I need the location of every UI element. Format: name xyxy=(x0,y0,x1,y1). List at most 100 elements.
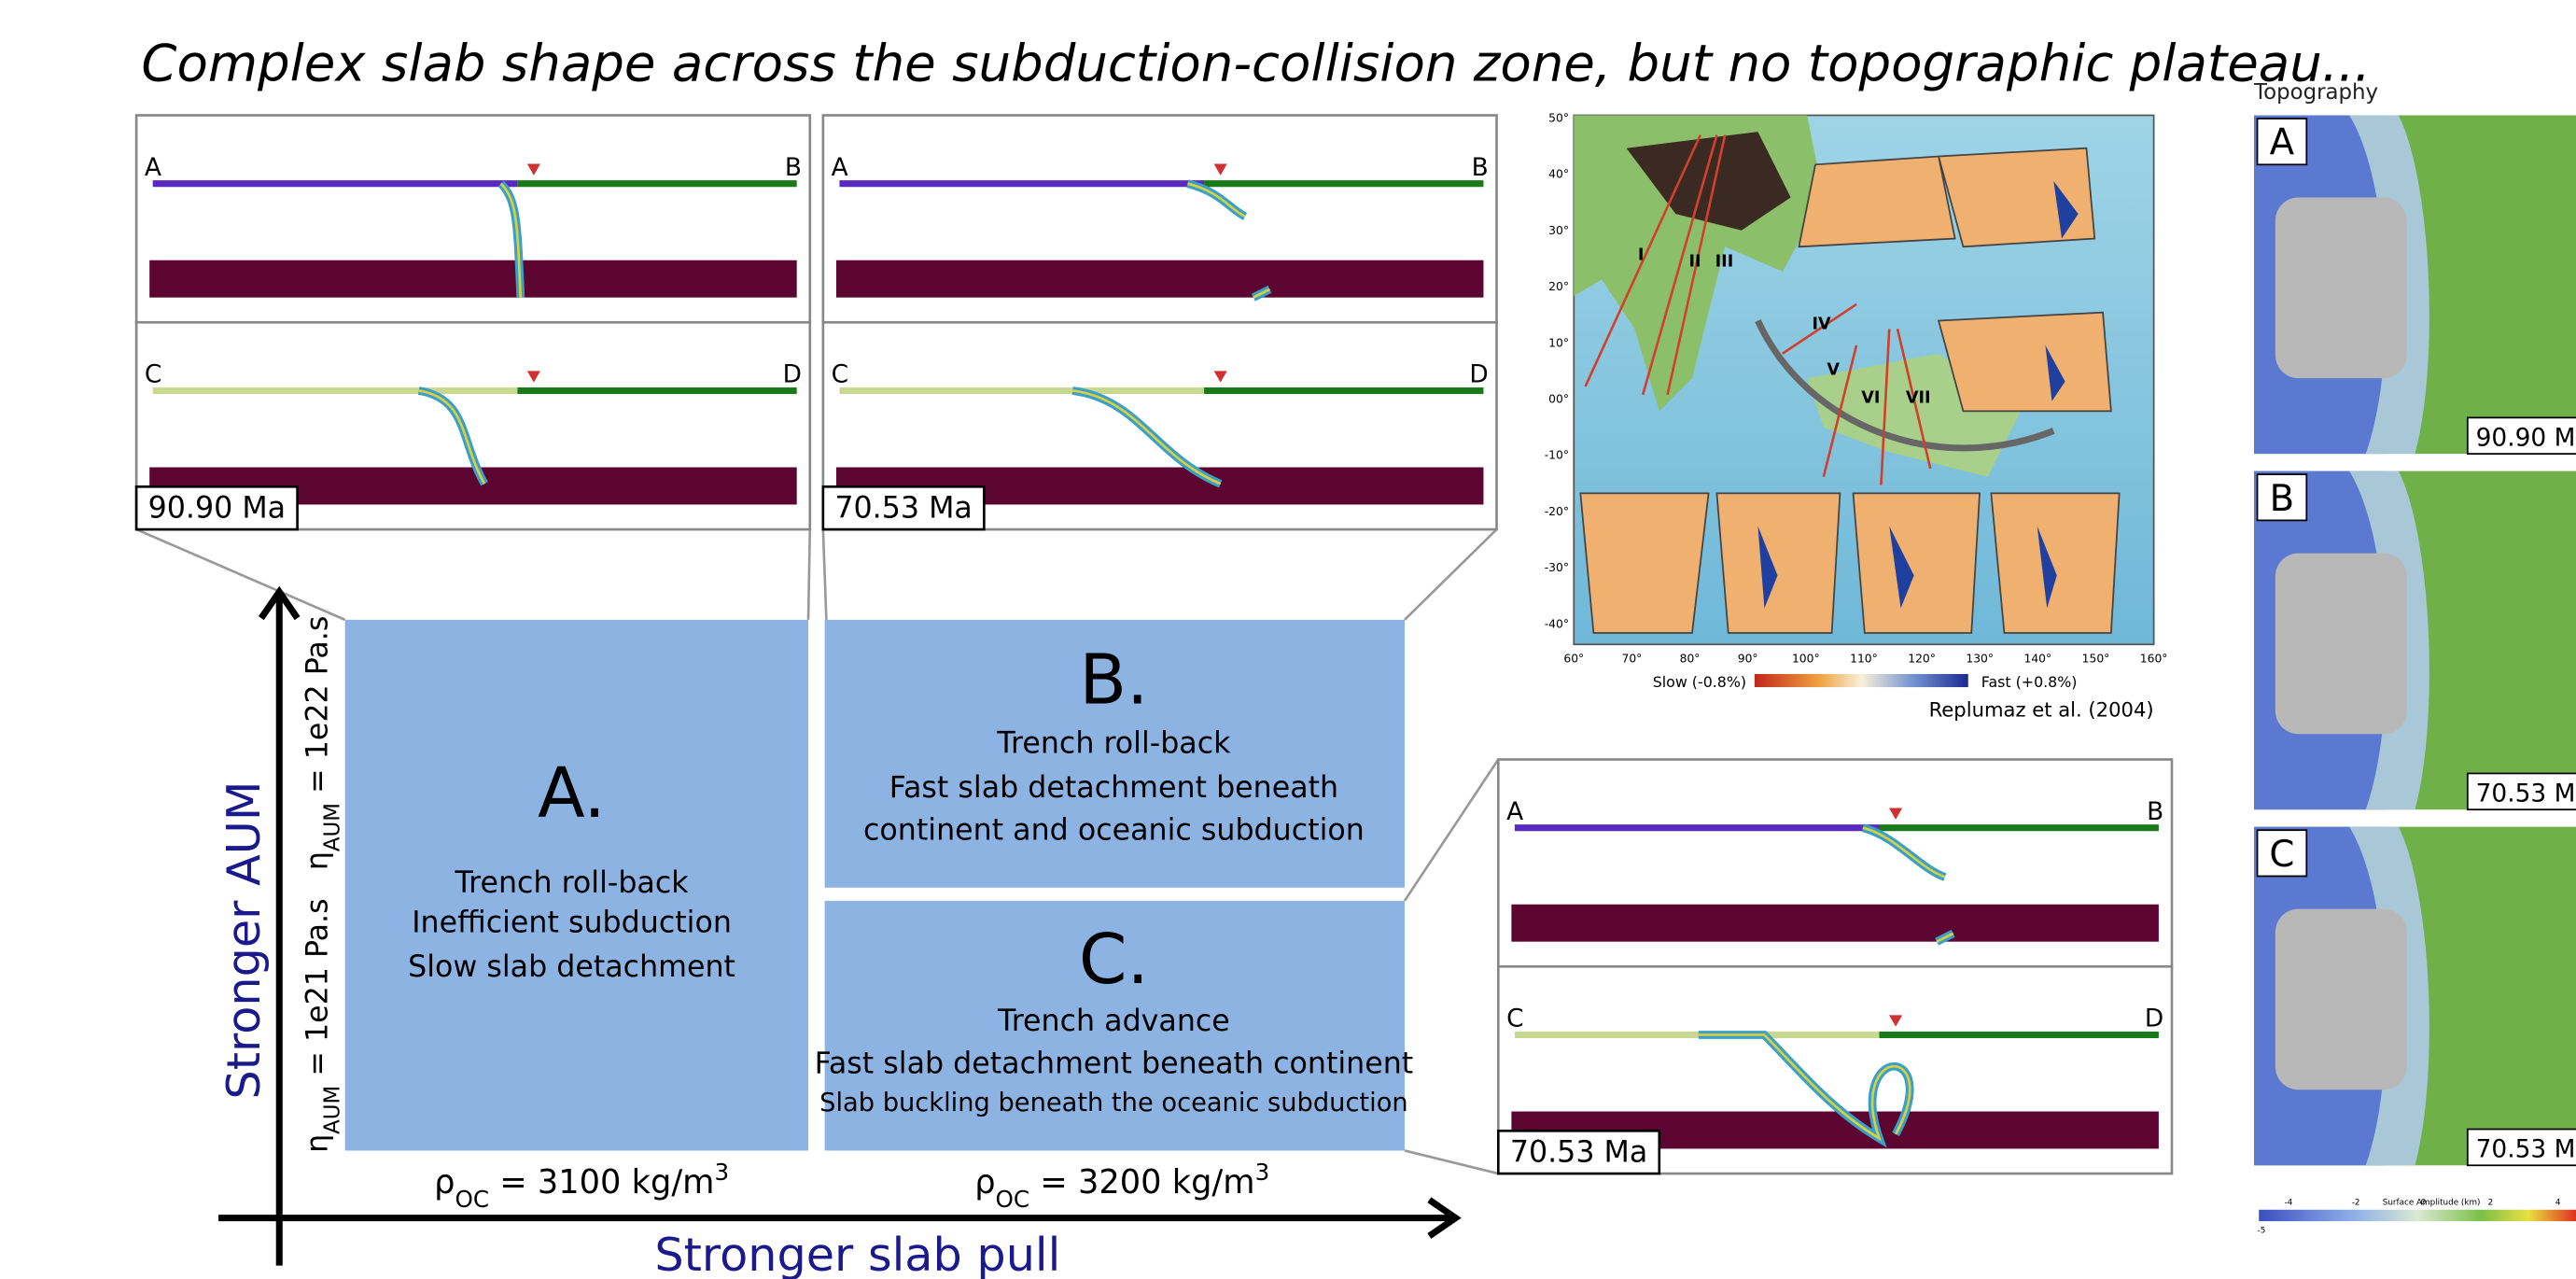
topography-panel: B 70.53 Ma xyxy=(2254,471,2576,810)
case-a: A. Trench roll-back Inefficient subducti… xyxy=(345,620,808,1151)
panel-label: C xyxy=(2269,834,2294,876)
case-letter: C. xyxy=(1079,920,1149,1000)
slide-title: Complex slab shape across the subduction… xyxy=(141,34,2370,93)
topography-title: Topography xyxy=(2253,80,2378,105)
panel-label: B xyxy=(1472,153,1489,182)
topography: A 90.90 Ma B 70.53 Ma C 70.53 Ma xyxy=(2254,115,2576,1165)
colorbar-tick: -2 xyxy=(2352,1199,2360,1208)
lat-label: 20° xyxy=(1548,280,1569,293)
region-label: IV xyxy=(1813,315,1832,333)
lon-label: 140° xyxy=(2024,653,2052,666)
lat-label: -30° xyxy=(1545,561,1569,574)
lat-label: 30° xyxy=(1548,224,1569,237)
lon-label: 130° xyxy=(1966,653,1994,666)
topography-panel: A 90.90 Ma xyxy=(2254,115,2576,454)
lower-mantle xyxy=(836,260,1484,298)
symbol: η xyxy=(301,851,334,870)
time-label: 70.53 Ma xyxy=(2476,779,2576,808)
lon-label: 120° xyxy=(1908,653,1936,666)
lat-label: -10° xyxy=(1545,449,1569,462)
x-axis-label: Stronger slab pull xyxy=(654,1228,1060,1279)
lon-label: 100° xyxy=(1792,653,1820,666)
panel-label: B xyxy=(2270,478,2295,520)
tomography-map: Slow (-0.8%) Fast (+0.8%) Replumaz et al… xyxy=(1545,112,2168,722)
lon-label: 150° xyxy=(2082,653,2110,666)
region-label: V xyxy=(1827,361,1840,380)
y-axis-label: Stronger AUM xyxy=(217,781,271,1100)
lower-mantle xyxy=(1511,905,2159,942)
panel-label: C xyxy=(1506,1005,1523,1033)
lower-mantle xyxy=(149,260,797,298)
topo-block xyxy=(2275,554,2407,735)
case-line: Fast slab detachment beneath continent xyxy=(815,1047,1414,1081)
time-label: 70.53 Ma xyxy=(834,492,972,526)
viscosity-label: ηAUM = 1e22 Pa.s xyxy=(301,616,344,871)
case-line: Trench advance xyxy=(997,1005,1230,1038)
colorbar-min: -5 xyxy=(2258,1226,2266,1235)
lat-label: -20° xyxy=(1545,505,1569,518)
topo-block xyxy=(2275,198,2407,379)
subscript: AUM xyxy=(320,1086,344,1134)
case-line: Slab buckling beneath the oceanic subduc… xyxy=(819,1089,1408,1117)
panel-label: C xyxy=(145,360,161,389)
lon-label: 160° xyxy=(2140,653,2168,666)
page: Complex slab shape across the subduction… xyxy=(0,0,2576,1279)
case-b: B. Trench roll-back Fast slab detachment… xyxy=(825,620,1405,888)
case-line: Fast slab detachment beneath xyxy=(889,771,1338,805)
lon-label: 110° xyxy=(1850,653,1878,666)
superscript: 3 xyxy=(714,1159,729,1186)
case-line: continent and oceanic subduction xyxy=(863,814,1365,848)
text: = 3100 kg/m xyxy=(489,1163,714,1202)
lon-label: 90° xyxy=(1738,653,1758,666)
panel-label: D xyxy=(783,360,802,389)
panel-label: A xyxy=(832,153,848,182)
case-line: Inefficient subduction xyxy=(412,906,732,939)
lat-label: 10° xyxy=(1548,336,1569,349)
panel-label: C xyxy=(832,360,848,389)
colorbar-max: Fast (+0.8%) xyxy=(1981,673,2078,691)
panel-label: A xyxy=(2270,122,2295,164)
panel-label: A xyxy=(145,153,161,182)
region-label: VII xyxy=(1906,389,1931,408)
panel-label: D xyxy=(1469,360,1488,389)
colorbar-tick: 2 xyxy=(2488,1199,2494,1208)
lon-label: 60° xyxy=(1563,653,1584,666)
topography-panel: C 70.53 Ma xyxy=(2254,827,2576,1166)
case-letter: A. xyxy=(538,753,606,834)
viscosity-label: ηAUM = 1e21 Pa.s xyxy=(301,898,344,1153)
slide: Complex slab shape across the subduction… xyxy=(0,0,2576,1279)
panel-label: A xyxy=(1506,797,1523,826)
text: = 1e22 Pa.s xyxy=(301,616,334,803)
case-line: Trench roll-back xyxy=(454,866,689,900)
time-label: 90.90 Ma xyxy=(148,492,286,526)
lat-label: 40° xyxy=(1548,168,1569,181)
case-line: Slow slab detachment xyxy=(408,950,735,984)
case-letter: B. xyxy=(1079,640,1148,721)
tomography-colorbar xyxy=(1755,674,1968,687)
time-label: 70.53 Ma xyxy=(2476,1134,2576,1163)
symbol: ρ xyxy=(974,1163,995,1202)
model: ABCD70.53 Ma xyxy=(1498,759,2172,1174)
colorbar-tick: 0 xyxy=(2420,1199,2426,1208)
superscript: 3 xyxy=(1255,1159,1270,1186)
panel-label: B xyxy=(2147,797,2163,826)
density-label: ρOC = 3200 kg/m3 xyxy=(974,1159,1269,1213)
symbol: η xyxy=(301,1134,334,1153)
subscript: OC xyxy=(455,1186,489,1213)
colorbar-tick: -4 xyxy=(2285,1199,2293,1208)
time-label: 90.90 Ma xyxy=(2476,423,2576,452)
case-c: C. Trench advance Fast slab detachment b… xyxy=(815,901,1414,1151)
region-label: III xyxy=(1715,252,1734,271)
panel-label: D xyxy=(2145,1005,2163,1033)
colorbar-tick: 4 xyxy=(2555,1199,2561,1208)
region-label: II xyxy=(1688,252,1701,271)
subscript: AUM xyxy=(320,803,344,851)
topography-colorbar xyxy=(2259,1210,2576,1221)
lon-label: 70° xyxy=(1621,653,1642,666)
symbol: ρ xyxy=(434,1163,455,1202)
colorbar-min: Slow (-0.8%) xyxy=(1653,673,1746,691)
region-label: VI xyxy=(1861,389,1880,408)
case-line: Trench roll-back xyxy=(996,726,1231,760)
text: = 1e21 Pa.s xyxy=(301,898,334,1085)
